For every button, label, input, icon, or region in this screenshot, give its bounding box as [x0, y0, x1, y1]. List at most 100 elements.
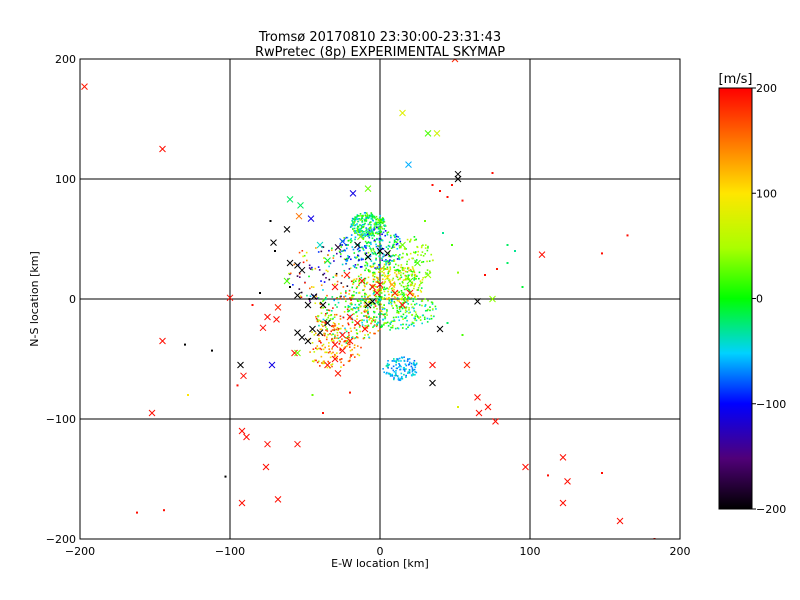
cluster-point: [345, 339, 348, 342]
cluster-point: [383, 281, 386, 284]
cluster-point: [370, 224, 372, 226]
plot-frame: [79, 58, 681, 540]
cluster-point: [406, 263, 408, 266]
cluster-point: [407, 277, 409, 279]
cluster-point: [327, 351, 330, 354]
cluster-point: [405, 293, 407, 296]
cluster-point: [413, 364, 416, 367]
cluster-point: [381, 287, 383, 289]
cluster-point: [364, 292, 366, 295]
cluster-point: [347, 255, 349, 257]
cluster-point: [403, 306, 406, 309]
cluster-point: [359, 219, 362, 221]
cluster-point: [318, 319, 321, 322]
cluster-point: [414, 373, 416, 376]
cluster-point: [418, 284, 421, 287]
cluster-point: [351, 219, 353, 222]
cluster-point: [365, 324, 367, 327]
cluster-point: [413, 297, 416, 300]
cluster-point: [398, 272, 400, 275]
cluster-point: [353, 221, 356, 223]
cluster-point: [300, 291, 303, 294]
cross-point: [376, 281, 384, 288]
cross-point: [264, 313, 271, 321]
dot-point: [446, 196, 449, 198]
cluster-point: [373, 224, 376, 226]
cluster-point: [322, 289, 324, 291]
cluster-point: [384, 315, 386, 318]
cluster-point: [376, 286, 378, 288]
dot-point: [601, 472, 603, 474]
cluster-point: [418, 317, 420, 320]
cluster-point: [388, 300, 391, 302]
dot-point: [289, 286, 291, 288]
cluster-point: [400, 276, 403, 279]
cluster-point: [366, 307, 369, 309]
cluster-point: [391, 279, 394, 281]
cluster-point: [379, 238, 382, 240]
cluster-point: [372, 265, 375, 268]
cluster-point: [352, 279, 355, 282]
cluster-point: [403, 299, 405, 302]
cluster-point: [405, 374, 407, 377]
cluster-point: [328, 249, 330, 252]
cluster-point: [414, 275, 417, 277]
cluster-point: [391, 295, 393, 298]
cluster-point: [342, 364, 345, 366]
cluster-point: [377, 226, 380, 228]
cluster-point: [375, 253, 378, 256]
y-tick-label: 100: [55, 173, 76, 186]
cluster-point: [402, 302, 404, 304]
cluster-point: [336, 331, 339, 334]
cluster-point: [362, 289, 364, 292]
cluster-point: [413, 236, 416, 238]
cluster-point: [381, 233, 383, 236]
cluster-point: [406, 319, 408, 322]
dot-point: [506, 262, 509, 264]
cross-point: [339, 331, 346, 339]
cluster-point: [378, 232, 380, 235]
cluster-point: [424, 298, 426, 300]
cluster-point: [407, 303, 410, 305]
cross-point: [148, 409, 156, 417]
cluster-point: [375, 316, 378, 319]
cluster-point: [364, 334, 366, 336]
cluster-point: [343, 249, 346, 252]
cluster-point: [418, 271, 421, 274]
cluster-point: [390, 326, 392, 329]
cluster-point: [396, 307, 398, 309]
cluster-point: [401, 256, 404, 259]
cluster-point: [352, 281, 355, 284]
cluster-point: [350, 354, 352, 356]
dot-point: [461, 334, 464, 336]
cluster-point: [353, 278, 356, 281]
cluster-point: [396, 247, 399, 250]
cluster-point: [348, 346, 351, 348]
cluster-point: [374, 273, 376, 275]
cluster-point: [404, 311, 407, 314]
cluster-point: [322, 300, 324, 302]
cluster-point: [378, 295, 380, 298]
cluster-point: [408, 370, 411, 372]
cluster-point: [431, 301, 434, 304]
cluster-point: [362, 236, 364, 239]
cluster-point: [390, 291, 393, 294]
cluster-point: [333, 313, 336, 316]
cluster-point: [409, 239, 412, 242]
cluster-point: [373, 325, 375, 327]
cross-point: [349, 190, 357, 197]
dot-point: [484, 274, 486, 276]
cluster-point: [350, 225, 353, 227]
cluster-point: [375, 259, 377, 261]
cluster-point: [339, 315, 342, 318]
cluster-point: [369, 227, 372, 230]
cluster-point: [324, 322, 327, 324]
cluster-point: [331, 296, 334, 298]
cluster-point: [377, 271, 380, 274]
cluster-point: [366, 262, 368, 265]
cluster-point: [339, 318, 342, 320]
cluster-point: [429, 306, 431, 308]
cluster-point: [398, 237, 401, 240]
cluster-point: [377, 223, 379, 226]
cluster-point: [381, 270, 384, 273]
